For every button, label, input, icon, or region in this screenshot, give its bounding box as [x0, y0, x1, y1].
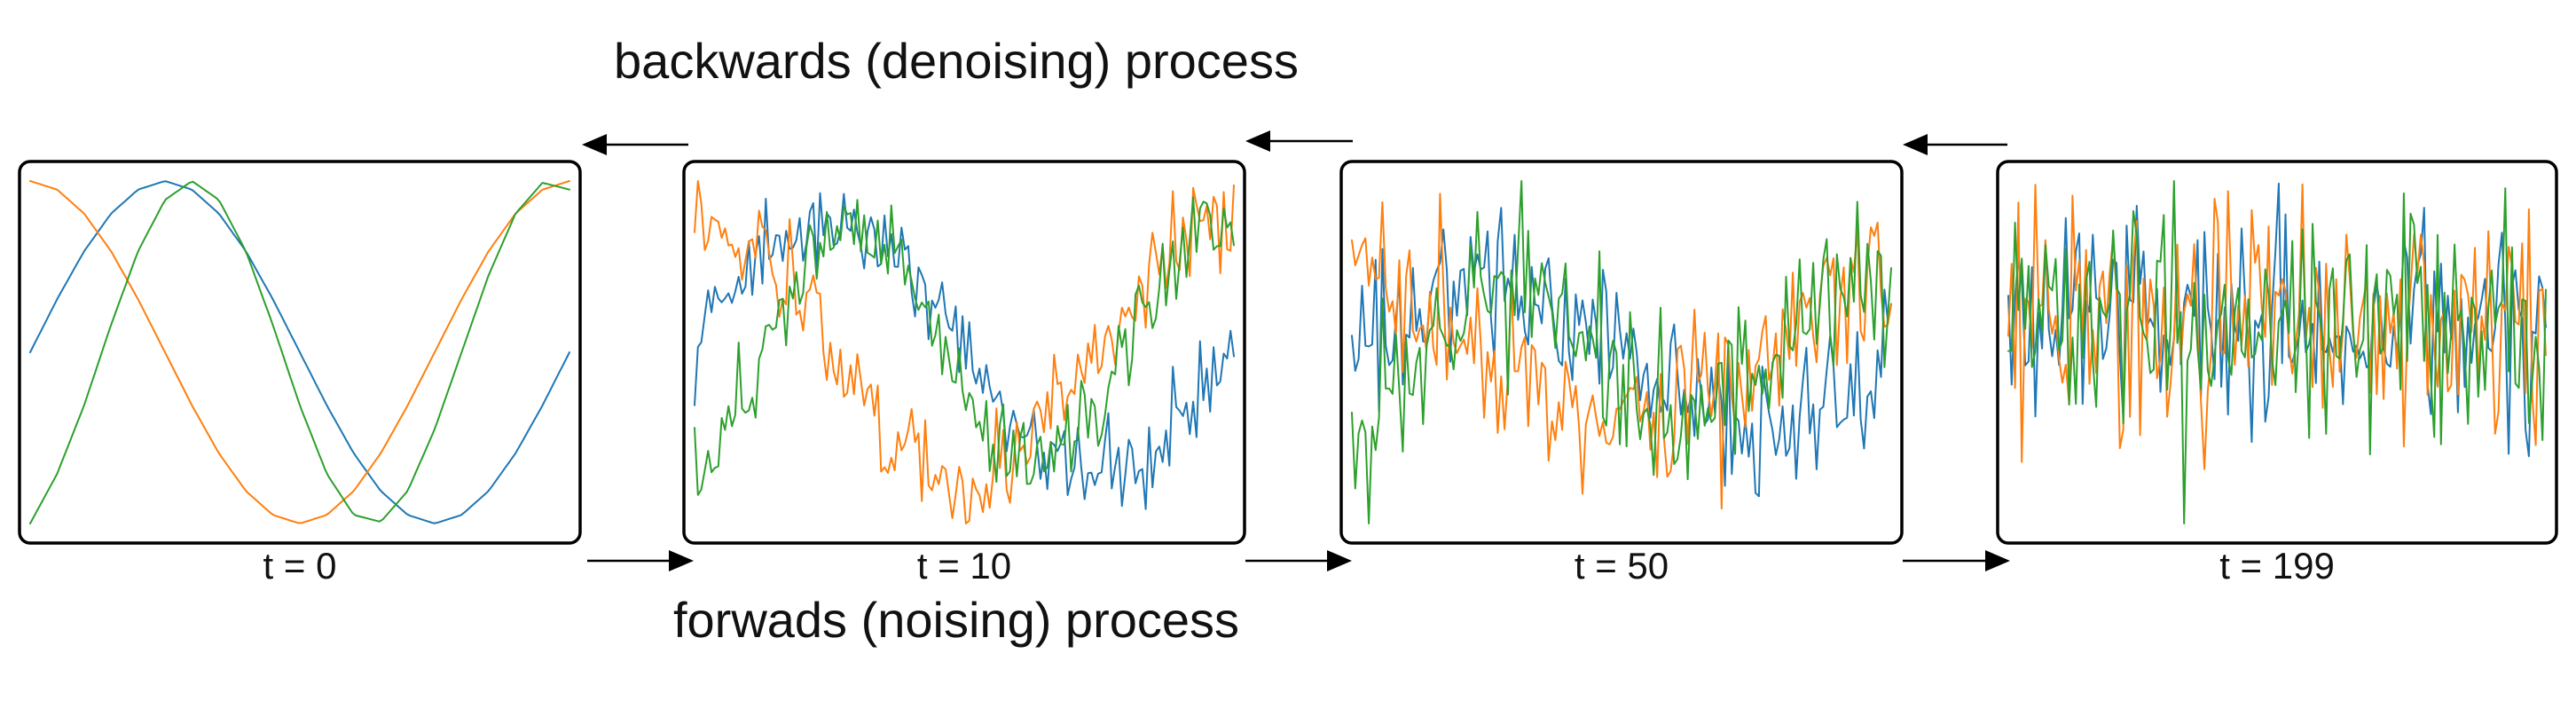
arrow-head: [582, 134, 607, 155]
series-line-3: [2007, 180, 2547, 524]
arrow-head: [1245, 130, 1270, 152]
arrow-head: [669, 550, 694, 571]
panel-4: t = 199: [1996, 160, 2558, 587]
backward-process-label: backwards (denoising) process: [614, 33, 1299, 89]
panels-group: t = 0 t = 10 t = 50 t = 199: [18, 160, 2558, 587]
timestep-label: t = 50: [1575, 545, 1669, 587]
timestep-label: t = 0: [263, 545, 337, 587]
backward-arrow-2: [1245, 130, 1353, 152]
series-line-1: [29, 180, 570, 524]
panel-2: t = 10: [682, 160, 1246, 587]
timestep-label: t = 199: [2219, 545, 2335, 587]
arrows-group: [582, 130, 2010, 571]
series-line-3: [694, 196, 1235, 496]
arrow-head: [1903, 134, 1928, 155]
arrow-head: [1327, 550, 1352, 571]
series-line-2: [29, 180, 570, 524]
panel-3: t = 50: [1339, 160, 1904, 587]
series-line-3: [29, 180, 570, 524]
backward-arrow-1: [582, 134, 688, 155]
panel-1: t = 0: [18, 160, 582, 587]
series-line-3: [1351, 180, 1892, 524]
arrow-head: [1985, 550, 2010, 571]
forward-process-label: forwads (noising) process: [673, 592, 1239, 648]
timestep-label: t = 10: [917, 545, 1011, 587]
backward-arrow-3: [1903, 134, 2007, 155]
forward-arrow-2: [1245, 550, 1352, 571]
series-line-1: [694, 192, 1235, 510]
panel-frame: [1339, 160, 1904, 545]
series-line-2: [694, 180, 1235, 524]
forward-arrow-1: [587, 550, 694, 571]
forward-arrow-3: [1903, 550, 2010, 571]
